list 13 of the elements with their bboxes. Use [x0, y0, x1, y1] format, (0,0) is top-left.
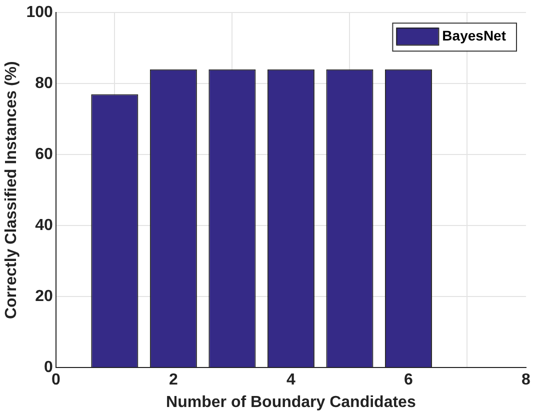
x-tick-label: 8 [522, 372, 531, 389]
x-tick-label: 4 [286, 372, 296, 389]
x-axis-title: Number of Boundary Candidates [166, 394, 416, 411]
legend-label: BayesNet [442, 27, 506, 44]
y-tick-label: 0 [44, 359, 53, 376]
y-tick-label: 40 [35, 217, 53, 234]
y-tick-label: 60 [35, 146, 53, 164]
y-tick-label: 100 [26, 4, 53, 22]
x-tick-label: 6 [404, 372, 414, 389]
y-axis-title: Correctly Classified Instances (%) [3, 61, 20, 320]
y-tick-label: 80 [35, 75, 53, 92]
y-tick-label: 20 [35, 288, 53, 306]
x-tick-label: 2 [168, 372, 178, 389]
